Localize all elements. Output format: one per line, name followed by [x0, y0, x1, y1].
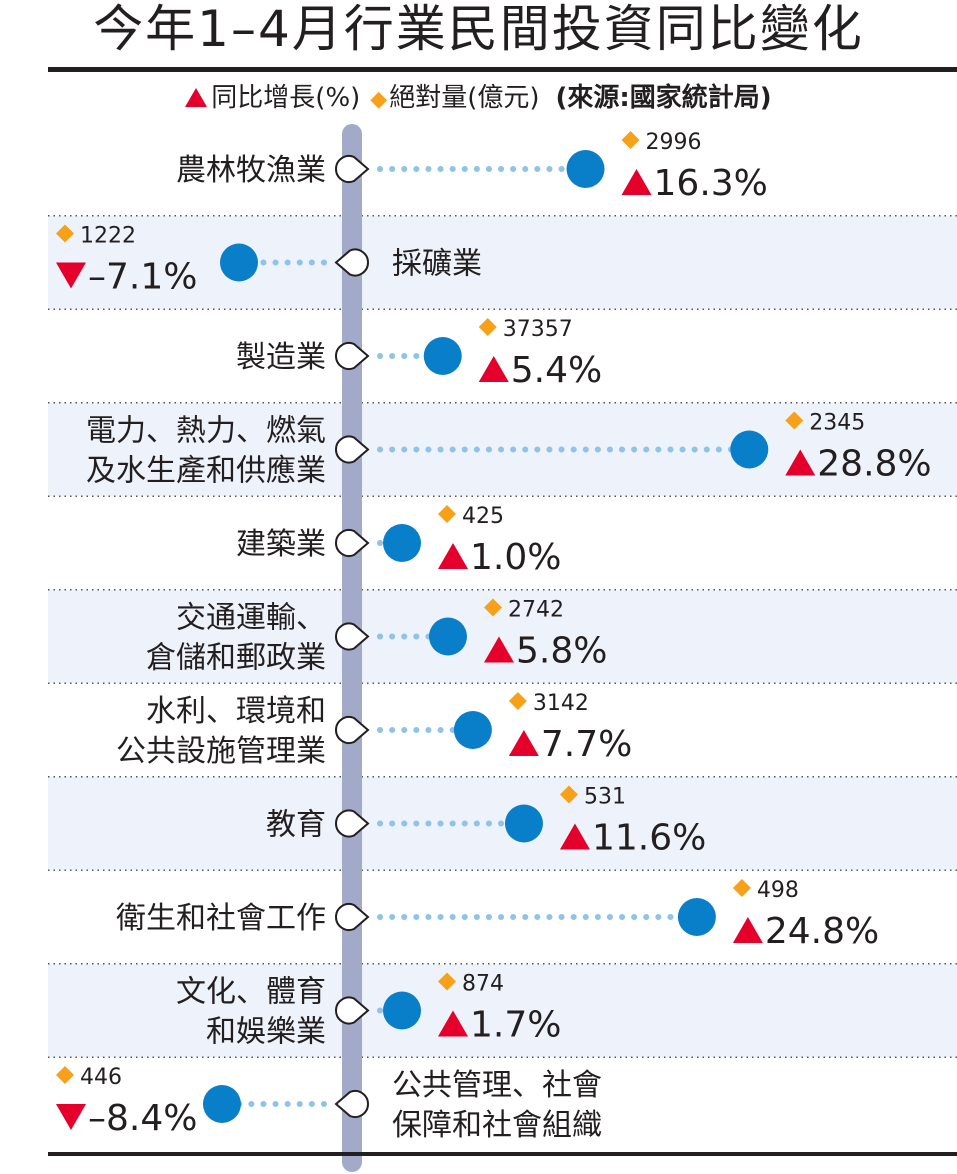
diamond-icon	[621, 131, 640, 149]
diamond-icon	[785, 411, 804, 430]
diamond-icon	[508, 692, 527, 710]
category-label: 教育	[266, 808, 326, 843]
axis-marker	[335, 716, 370, 744]
value-dot	[730, 430, 769, 469]
amount-label: 3142	[533, 691, 589, 716]
growth-label: 7.7%	[541, 724, 632, 765]
category-label: 保障和社會組織	[392, 1108, 602, 1143]
up-triangle-icon	[438, 543, 468, 569]
value-dot	[423, 337, 462, 375]
row-band	[48, 589, 957, 684]
axis-marker	[334, 248, 369, 277]
category-label: 倉儲和郵政業	[146, 641, 326, 676]
down-triangle-icon	[56, 262, 86, 289]
up-triangle-icon	[483, 636, 514, 663]
diamond-icon	[56, 224, 74, 243]
value-dot	[383, 524, 421, 562]
value-dot	[202, 1085, 241, 1123]
axis-marker	[335, 155, 370, 183]
category-label: 採礦業	[392, 247, 482, 282]
growth-label: 28.8%	[817, 444, 931, 485]
category-label: 文化、體育	[176, 975, 326, 1010]
value-dot	[383, 991, 421, 1030]
growth-label: –8.4%	[88, 1098, 197, 1139]
up-triangle-icon	[559, 823, 590, 850]
axis-marker	[335, 435, 370, 464]
amount-label: 1222	[80, 224, 136, 249]
row-band	[48, 215, 957, 310]
amount-label: 425	[462, 504, 504, 529]
up-triangle-icon	[732, 917, 763, 943]
growth-label: 11.6%	[592, 818, 706, 859]
growth-label: 5.8%	[516, 631, 607, 672]
amount-label: 2996	[646, 130, 702, 155]
down-triangle-icon	[56, 1104, 86, 1130]
growth-label: 1.7%	[470, 1005, 561, 1046]
amount-label: 2742	[508, 598, 564, 623]
amount-label: 874	[462, 972, 504, 997]
value-dot	[566, 150, 605, 188]
category-label: 及水生產和供應業	[86, 454, 326, 489]
axis-marker	[334, 1090, 369, 1118]
axis-marker	[335, 529, 370, 557]
diamond-icon	[438, 972, 456, 991]
diamond-icon	[56, 1066, 74, 1084]
amount-label: 446	[80, 1065, 122, 1090]
category-label: 製造業	[236, 340, 326, 375]
title-underline	[48, 67, 957, 72]
category-label: 和娛樂業	[206, 1015, 326, 1050]
category-label: 公共設施管理業	[116, 734, 326, 769]
amount-label: 531	[584, 785, 626, 810]
axis-marker	[335, 342, 370, 370]
axis-marker	[335, 996, 370, 1025]
row-band	[48, 963, 957, 1058]
diamond-icon	[438, 505, 456, 523]
diamond-icon	[483, 598, 502, 617]
bottom-rule	[48, 1152, 957, 1156]
diamond-icon	[478, 318, 497, 336]
growth-label: –7.1%	[88, 257, 197, 298]
up-triangle-icon	[621, 169, 652, 195]
diamond-icon	[732, 879, 751, 897]
value-dot	[219, 243, 258, 282]
axis-marker	[335, 903, 370, 931]
category-label: 衛生和社會工作	[116, 901, 326, 936]
axis-marker	[335, 622, 370, 651]
growth-label: 5.4%	[511, 350, 602, 391]
value-dot	[677, 898, 716, 936]
up-triangle-icon	[438, 1010, 468, 1037]
legend-growth-label: 同比增長(%)	[211, 83, 361, 113]
amount-label: 2345	[809, 411, 865, 436]
amount-label: 37357	[503, 317, 573, 342]
category-label: 交通運輸、	[176, 601, 326, 636]
category-label: 農林牧漁業	[176, 153, 326, 188]
legend: 同比增長(%) ◆絕對量(億元) (來源:國家統計局)	[0, 80, 957, 118]
diamond-icon	[559, 785, 578, 804]
legend-amount-label: 絕對量(億元)	[389, 83, 540, 113]
category-label: 水利、環境和	[146, 694, 326, 729]
up-triangle-icon	[785, 449, 816, 476]
up-triangle-icon	[508, 730, 539, 756]
amount-label: 498	[757, 878, 799, 903]
growth-label: 1.0%	[470, 537, 561, 578]
value-dot	[504, 804, 543, 843]
up-triangle-icon	[185, 88, 208, 107]
up-triangle-icon	[478, 356, 509, 382]
axis-marker	[335, 809, 370, 838]
growth-label: 16.3%	[654, 163, 768, 204]
legend-source: (來源:國家統計局)	[555, 83, 772, 113]
value-dot	[453, 711, 492, 749]
value-dot	[428, 617, 467, 656]
chart-title: 今年1–4月行業民間投資同比變化	[93, 0, 864, 58]
category-label: 電力、熱力、燃氣	[86, 414, 326, 449]
category-label: 公共管理、社會	[392, 1068, 602, 1103]
growth-label: 24.8%	[765, 911, 879, 952]
category-label: 建築業	[236, 527, 326, 562]
diamond-icon: ◆	[370, 87, 388, 112]
